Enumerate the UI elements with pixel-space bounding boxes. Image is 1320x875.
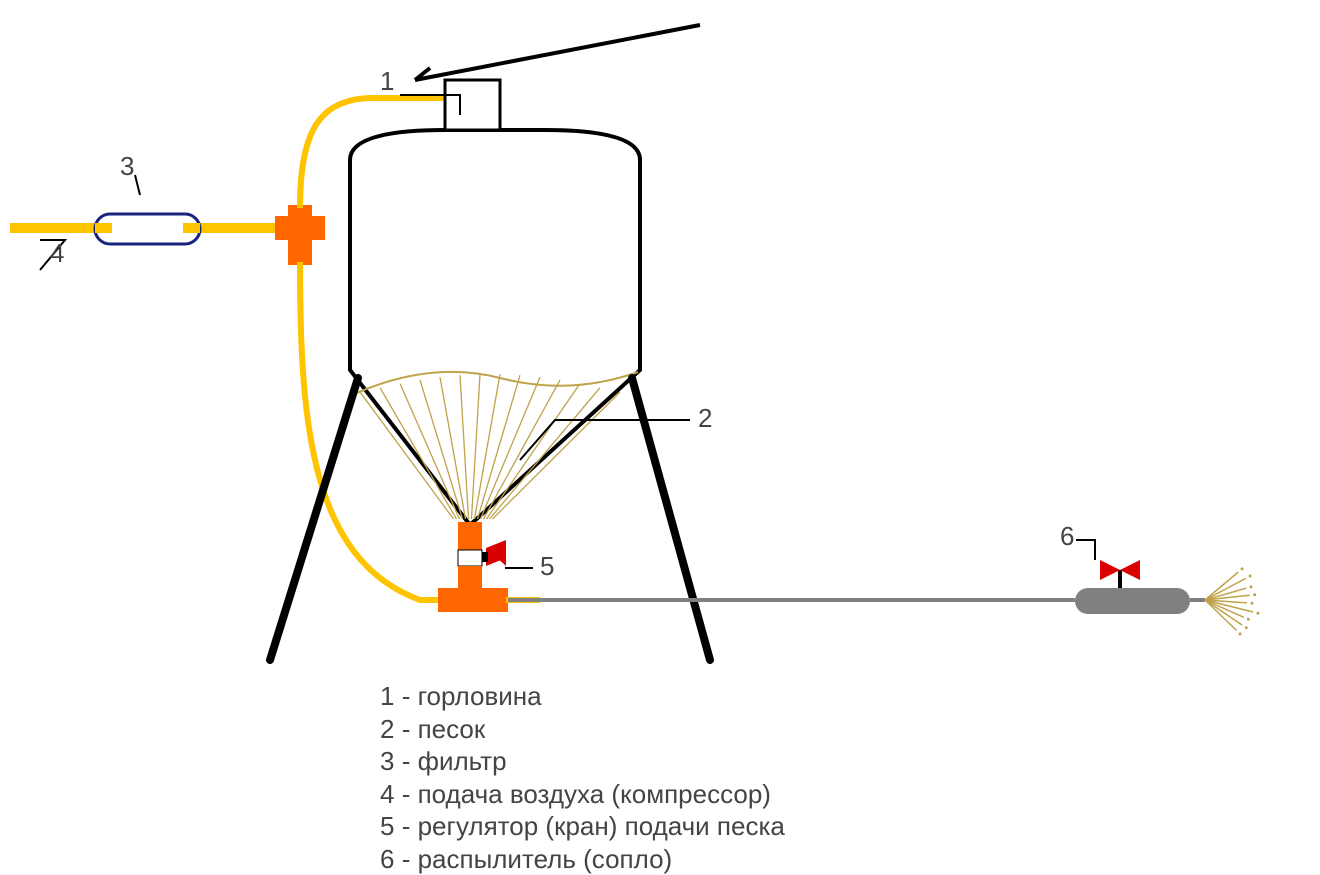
legend-item-2: 2 - песок xyxy=(380,713,785,746)
spray-icon xyxy=(1205,567,1259,635)
pressure-vessel xyxy=(350,130,640,525)
callout-number-5: 5 xyxy=(540,551,554,581)
legend-item-6: 6 - распылитель (сопло) xyxy=(380,843,785,875)
inlet-neck xyxy=(445,80,500,130)
legend-item-1: 1 - горловина xyxy=(380,680,785,713)
callout-leader-6 xyxy=(1076,540,1095,560)
valve-stub-top xyxy=(458,522,482,550)
callout-number-3: 3 xyxy=(120,151,134,181)
legend-item-4: 4 - подача воздуха (компрессор) xyxy=(380,778,785,811)
callout-number-1: 1 xyxy=(380,66,394,96)
callout-number-2: 2 xyxy=(698,403,712,433)
leg-left xyxy=(270,378,358,660)
callout-number-4: 4 xyxy=(50,238,64,268)
legend-block: 1 - горловина 2 - песок 3 - фильтр 4 - п… xyxy=(380,680,785,875)
legend-item-5: 5 - регулятор (кран) подачи песка xyxy=(380,810,785,843)
callout-number-6: 6 xyxy=(1060,521,1074,551)
callout-leader-3 xyxy=(135,175,140,195)
legend-item-3: 3 - фильтр xyxy=(380,745,785,778)
nozzle-valve-icon xyxy=(1100,560,1120,580)
lid-line xyxy=(415,25,700,80)
nozzle-body xyxy=(1075,588,1190,614)
